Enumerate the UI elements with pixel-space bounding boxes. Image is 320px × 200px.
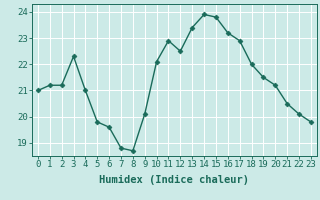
X-axis label: Humidex (Indice chaleur): Humidex (Indice chaleur) — [100, 175, 249, 185]
